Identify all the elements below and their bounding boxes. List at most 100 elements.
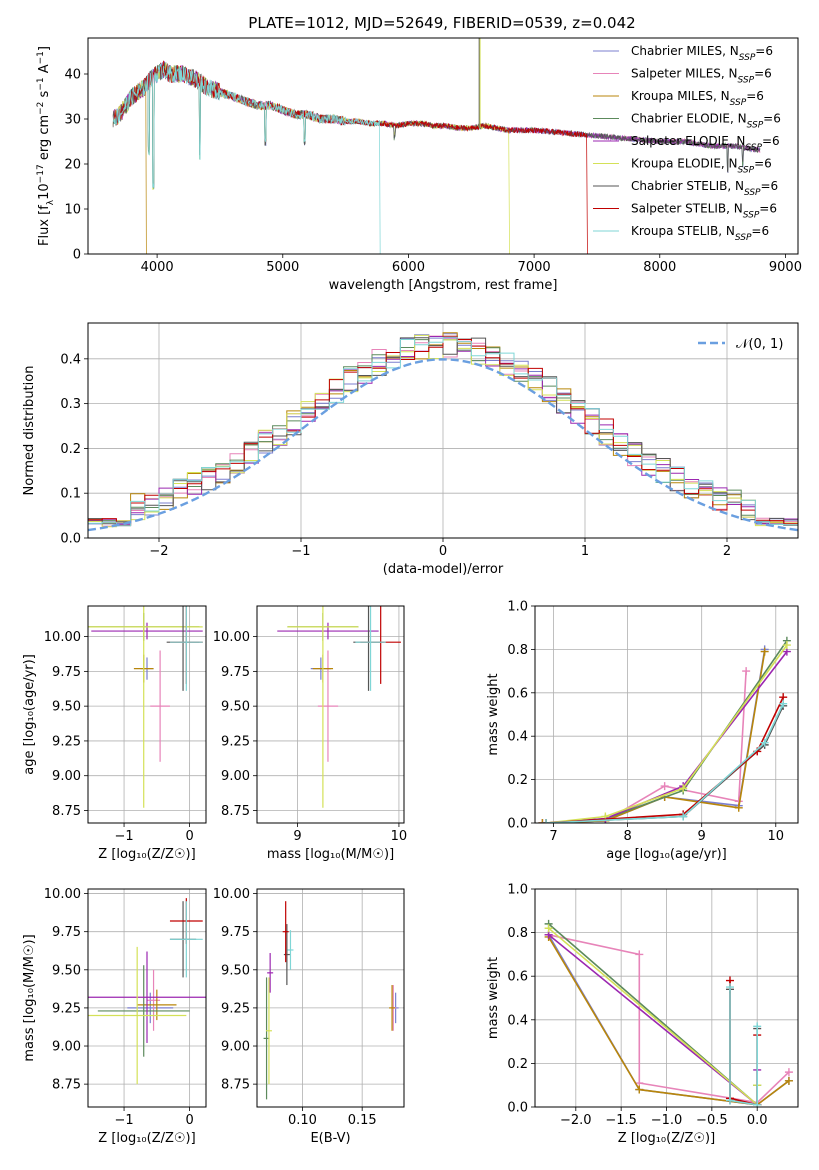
y-tick-label: 9.75 <box>52 925 81 940</box>
y-tick-label: 0.0 <box>60 532 81 547</box>
x-axis-label: E(B-V) <box>310 1131 350 1146</box>
y-tick-label: 8.75 <box>52 1078 81 1093</box>
weight-point-salpeter-miles <box>660 782 669 791</box>
x-tick-label: −1.0 <box>651 1113 683 1128</box>
panel-mass-vs-Z: −1 0 8.75 9.00 9.25 9.50 9.75 10.00 Z [log₁₀(Z/Z… <box>22 887 207 1146</box>
x-tick-label: 0 <box>185 1113 193 1128</box>
weight-point-kroupa-elodie <box>782 641 791 650</box>
x-tick-label: 5000 <box>266 260 299 275</box>
x-tick-label: 6000 <box>392 260 425 275</box>
y-tick-label: 9.50 <box>52 700 81 715</box>
weight-line-kroupa-elodie <box>548 927 758 1107</box>
spectrum-line-kroupa-miles <box>112 80 147 254</box>
x-tick-label: 10 <box>391 829 408 844</box>
x-tick-label: −1 <box>291 544 310 559</box>
weight-point-kroupa-stelib <box>779 699 788 708</box>
legend-entry-chabrier-miles: Chabrier MILES, NSSP=6 <box>631 44 773 63</box>
weight-line-salpeter-miles <box>542 671 747 823</box>
x-tick-label: 7000 <box>518 260 551 275</box>
y-tick-label: 0.6 <box>507 686 528 701</box>
weight-point-kroupa-stelib <box>542 819 551 823</box>
plot-area <box>112 38 761 254</box>
legend-entry-salpeter-stelib: Salpeter STELIB, NSSP=6 <box>631 202 777 221</box>
weight-line-kroupa-stelib <box>546 703 784 823</box>
legend-entry-chabrier-elodie: Chabrier ELODIE, NSSP=6 <box>631 112 781 131</box>
axes-frame <box>87 322 799 539</box>
x-axis-label: Z [log₁₀(Z/Z☉)] <box>98 1131 195 1146</box>
y-tick-label: 0.0 <box>507 817 528 832</box>
y-tick-label: 10.00 <box>44 630 81 645</box>
y-axis-label: age [log₁₀(age/yr)] <box>22 654 37 775</box>
weight-line-chabrier-stelib <box>729 989 758 1106</box>
x-tick-label: 0.15 <box>348 1113 377 1128</box>
legend-entry-salpeter-miles: Salpeter MILES, NSSP=6 <box>631 67 772 86</box>
panel-residuals: −2 −1 0 1 2 0.0 0.1 0.2 0.3 0.4 (data-model)/error… <box>22 322 799 577</box>
panel-age-vs-mass: 9 10 8.75 9.00 9.25 9.50 9.75 10.00 mass [log₁₀(… <box>213 605 408 862</box>
panel-weight-vs-age: 7 8 9 10 0.0 0.2 0.4 0.6 0.8 1.0 age [log₁₀(age/yr… <box>486 600 799 862</box>
y-tick-label: 9.50 <box>221 700 250 715</box>
weight-line-kroupa-miles <box>547 936 790 1106</box>
weight-point-kroupa-stelib <box>760 738 769 747</box>
axes-frame <box>87 888 207 1108</box>
y-tick-label: 0.2 <box>507 773 528 788</box>
histogram-step-kroupa-stelib <box>88 336 798 527</box>
x-axis-label: wavelength [Angstrom, rest frame] <box>329 278 558 293</box>
y-tick-label: 9.75 <box>221 925 250 940</box>
y-tick-label: 8.75 <box>221 1078 250 1093</box>
y-axis-label: mass weight <box>486 673 501 755</box>
weight-point-kroupa-miles <box>635 1085 644 1094</box>
x-tick-label: −1.5 <box>605 1113 637 1128</box>
x-axis-label: (data-model)/error <box>383 562 504 577</box>
panel-mass-vs-ebv: 0.10 0.15 8.75 9.00 9.25 9.50 9.75 10.00 E(B-V) <box>213 887 405 1146</box>
axes-frame <box>256 605 405 824</box>
panel-weight-vs-Z: −2.0 −1.5 −1.0 −0.5 0.0 0.0 0.2 0.4 0.6 0.8 1.0 Z [… <box>486 883 799 1146</box>
y-tick-label: 40 <box>64 68 81 83</box>
weight-line-kroupa-elodie <box>546 644 788 823</box>
y-tick-label: 10.00 <box>44 887 81 902</box>
x-tick-label: 9 <box>698 829 706 844</box>
plot-area <box>88 606 203 808</box>
legend-entry-salpeter-elodie: Salpeter ELODIE, NSSP=6 <box>631 134 780 153</box>
x-axis-label: age [log₁₀(age/yr)] <box>606 847 727 862</box>
weight-line-salpeter-miles <box>548 934 790 1104</box>
y-axis-label: Normed distribution <box>22 366 37 496</box>
weight-line-kroupa-miles <box>542 651 766 823</box>
plot-area <box>263 901 399 1100</box>
y-tick-label: 9.25 <box>221 734 250 749</box>
x-tick-label: 9000 <box>769 260 802 275</box>
spectrum-line-salpeter-stelib <box>112 60 588 254</box>
y-tick-label: 9.50 <box>52 963 81 978</box>
plot-area <box>277 606 401 808</box>
weight-line-chabrier-stelib <box>546 705 784 823</box>
weight-line-salpeter-stelib <box>546 696 784 823</box>
legend-entry-kroupa-elodie: Kroupa ELODIE, NSSP=6 <box>631 157 772 176</box>
y-tick-label: 20 <box>64 158 81 173</box>
y-tick-label: 9.25 <box>52 734 81 749</box>
y-tick-label: 0.4 <box>507 730 528 745</box>
weight-point-salpeter-miles <box>742 667 751 676</box>
weight-point-kroupa-stelib <box>753 1100 762 1107</box>
y-tick-label: 0.0 <box>507 1101 528 1116</box>
x-tick-label: −1 <box>114 829 133 844</box>
y-tick-label: 0.4 <box>507 1013 528 1028</box>
y-tick-label: 0.1 <box>60 487 81 502</box>
weight-line-kroupa-stelib <box>729 987 758 1106</box>
y-tick-label: 0.8 <box>507 926 528 941</box>
y-tick-label: 9.50 <box>221 963 250 978</box>
x-tick-label: 2 <box>723 544 731 559</box>
weight-point-salpeter-miles <box>635 950 644 959</box>
y-tick-label: 9.25 <box>221 1001 250 1016</box>
figure-title: PLATE=1012, MJD=52649, FIBERID=0539, z=0… <box>248 14 635 32</box>
axes-frame <box>87 37 799 255</box>
weight-point-kroupa-stelib <box>725 983 734 992</box>
x-tick-label: 0.0 <box>747 1113 768 1128</box>
y-tick-label: 9.00 <box>52 769 81 784</box>
y-axis-label: Flux [fλ10−17 erg cm−2 s−1 A−1] <box>36 46 56 246</box>
y-axis-label: mass weight <box>486 957 501 1039</box>
weight-point-kroupa-miles <box>538 819 547 823</box>
y-tick-label: 0.8 <box>507 643 528 658</box>
legend-entry-chabrier-stelib: Chabrier STELIB, NSSP=6 <box>631 179 778 198</box>
y-tick-label: 9.00 <box>221 769 250 784</box>
axes-frame <box>87 605 207 824</box>
